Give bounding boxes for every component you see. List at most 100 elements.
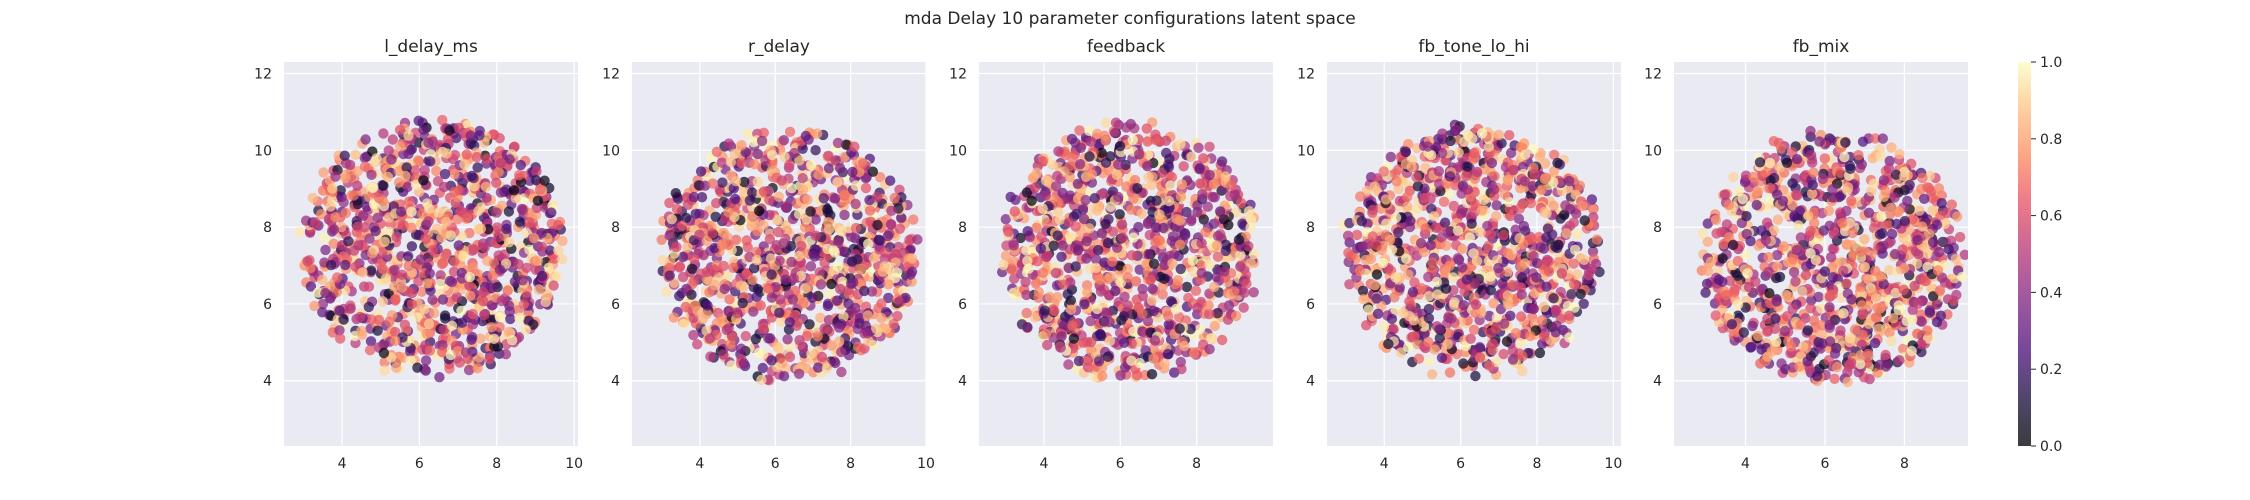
scatter-point xyxy=(486,300,498,311)
scatter-point xyxy=(1109,127,1121,139)
scatter-point xyxy=(1092,205,1103,216)
scatter-point xyxy=(1172,275,1184,286)
scatter-point xyxy=(1113,191,1124,203)
scatter-point xyxy=(467,308,478,320)
scatter-point xyxy=(860,172,871,184)
scatter-point xyxy=(436,258,448,270)
scatter-point xyxy=(1008,273,1020,284)
scatter-point xyxy=(1378,321,1390,332)
scatter-point xyxy=(1222,314,1234,325)
scatter-point xyxy=(1355,191,1366,202)
scatter-point xyxy=(751,254,762,266)
scatter-point xyxy=(1514,233,1525,244)
scatter-point xyxy=(412,312,423,323)
scatter-point xyxy=(444,125,455,136)
y-tick-label: 12 xyxy=(602,67,620,83)
scatter-point xyxy=(682,242,693,253)
scatter-point xyxy=(1042,339,1053,351)
scatter-point xyxy=(1423,271,1434,283)
scatter-point xyxy=(1403,269,1414,280)
scatter-point xyxy=(1377,257,1389,269)
scatter-point xyxy=(1761,217,1773,228)
scatter-point xyxy=(1175,263,1186,275)
scatter-point xyxy=(1212,230,1224,242)
scatter-point xyxy=(316,209,327,220)
scatter-point xyxy=(671,203,683,215)
scatter-point xyxy=(1528,251,1539,262)
scatter-point xyxy=(1499,189,1511,200)
scatter-point xyxy=(1741,249,1752,260)
scatter-point xyxy=(1003,226,1014,237)
scatter-point xyxy=(320,244,331,256)
scatter-point xyxy=(1021,187,1033,198)
scatter-point xyxy=(454,357,465,368)
scatter-point xyxy=(339,150,350,161)
scatter-point xyxy=(1110,117,1122,128)
scatter-point xyxy=(860,182,872,194)
scatter-point xyxy=(463,364,475,376)
scatter-point xyxy=(1090,254,1102,265)
scatter-point xyxy=(1534,347,1546,359)
scatter-point xyxy=(1233,234,1245,245)
scatter-point xyxy=(523,315,534,327)
scatter-point xyxy=(360,134,371,145)
scatter-point xyxy=(832,137,844,149)
scatter-point xyxy=(1145,275,1156,286)
scatter-point xyxy=(1176,179,1188,190)
scatter-point xyxy=(1407,286,1419,298)
scatter-point xyxy=(1499,318,1510,329)
scatter-point xyxy=(1859,234,1870,245)
scatter-point xyxy=(805,261,817,272)
scatter-point xyxy=(1216,156,1228,167)
scatter-point xyxy=(1574,180,1586,191)
scatter-point xyxy=(1211,240,1223,251)
scatter-point xyxy=(1029,182,1041,193)
scatter-point xyxy=(1103,214,1114,225)
scatter-point xyxy=(1044,291,1056,303)
scatter-point xyxy=(501,223,512,235)
scatter-point xyxy=(1498,348,1509,360)
scatter-point xyxy=(704,287,715,298)
scatter-point xyxy=(514,312,525,323)
scatter-point xyxy=(353,240,364,251)
scatter-point xyxy=(739,176,750,188)
scatter-point xyxy=(1158,222,1169,234)
y-tick-label: 8 xyxy=(611,220,620,236)
scatter-point xyxy=(1114,140,1126,152)
x-tick-label: 8 xyxy=(1533,456,1542,472)
scatter-point xyxy=(1502,175,1514,186)
scatter-point xyxy=(1411,172,1422,183)
scatter-point xyxy=(859,285,870,297)
scatter-point xyxy=(1458,358,1469,369)
scatter-point xyxy=(1856,159,1868,170)
scatter-point xyxy=(1356,216,1368,227)
scatter-point xyxy=(1031,222,1042,233)
scatter-point xyxy=(730,176,742,187)
scatter-point xyxy=(340,259,351,271)
scatter-point xyxy=(848,277,859,288)
scatter-point xyxy=(488,333,500,344)
scatter-point xyxy=(553,219,564,231)
scatter-point xyxy=(1082,355,1094,366)
scatter-point xyxy=(378,128,389,139)
scatter-point xyxy=(1462,161,1473,172)
scatter-point xyxy=(850,180,862,191)
scatter-point xyxy=(670,188,681,199)
scatter-point xyxy=(449,186,460,198)
scatter-point xyxy=(1149,335,1161,346)
scatter-point xyxy=(1001,240,1012,251)
scatter-point xyxy=(1204,259,1215,270)
scatter-point xyxy=(1179,340,1190,352)
scatter-point xyxy=(1146,295,1158,306)
scatter-point xyxy=(1085,336,1097,348)
scatter-point xyxy=(419,303,430,315)
scatter-point xyxy=(1052,292,1063,303)
scatter-point xyxy=(875,172,886,183)
scatter-point xyxy=(1064,161,1075,172)
scatter-point xyxy=(495,157,506,169)
scatter-point xyxy=(461,149,472,160)
scatter-point xyxy=(380,273,392,284)
scatter-point xyxy=(502,285,513,296)
